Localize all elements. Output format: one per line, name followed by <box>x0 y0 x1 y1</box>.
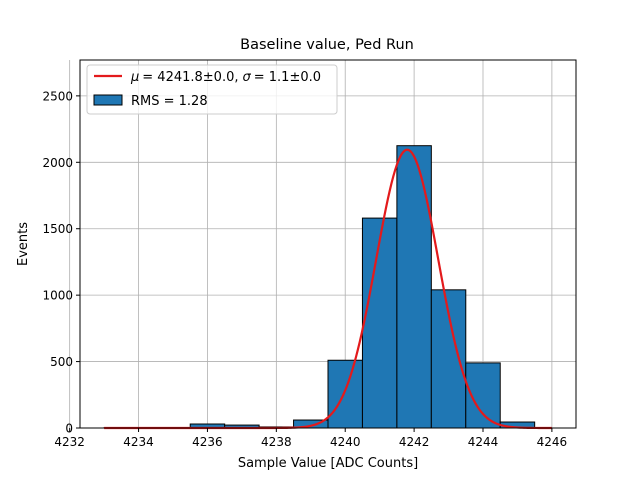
legend-hist-swatch <box>93 94 123 106</box>
y-tick-label: 2500 <box>42 89 73 103</box>
x-tick-label: 4240 <box>330 435 361 449</box>
x-tick-label: 4234 <box>123 435 154 449</box>
legend-fit-label: μ = 4241.8±0.0, σ = 1.1±0.0 <box>130 70 321 85</box>
legend-fit-text: = 4241.8±0.0, <box>142 70 238 85</box>
x-tick-label: 4238 <box>261 435 292 449</box>
plot-frame <box>79 59 577 429</box>
legend-fit-sigma: σ <box>243 70 252 85</box>
y-axis-label: Events <box>16 222 31 266</box>
x-axis-label: Sample Value [ADC Counts] <box>238 456 418 471</box>
x-tick-label: 4244 <box>468 435 499 449</box>
y-tick-label: 0 <box>65 422 73 436</box>
y-tick-label: 1000 <box>42 289 73 303</box>
x-tick-label: 4236 <box>192 435 223 449</box>
legend-box <box>86 64 338 115</box>
y-tick-label: 500 <box>50 355 73 369</box>
histogram-bar <box>396 145 432 429</box>
chart-title: Baseline value, Ped Run <box>240 37 414 53</box>
histogram-bar <box>327 359 363 429</box>
x-tick-label: 4232 <box>54 435 85 449</box>
y-tick-label: 2000 <box>42 156 73 170</box>
legend-hist-label: RMS = 1.28 <box>131 94 208 109</box>
x-axis-ticks: 4232 4234 4236 4238 4240 4242 4244 4246 <box>54 428 567 449</box>
legend-fit-text2: = 1.1±0.0 <box>254 70 321 85</box>
histogram-bar <box>361 217 398 429</box>
x-tick-label: 4246 <box>537 435 568 449</box>
y-tick-label: 1500 <box>42 222 73 236</box>
legend: μ = 4241.8±0.0, σ = 1.1±0.0 RMS = 1.28 <box>86 64 338 115</box>
x-tick-label: 4242 <box>399 435 430 449</box>
y-axis-ticks: 0 500 1000 1500 2000 2500 <box>42 89 80 436</box>
legend-fit-mu: μ <box>130 70 139 85</box>
